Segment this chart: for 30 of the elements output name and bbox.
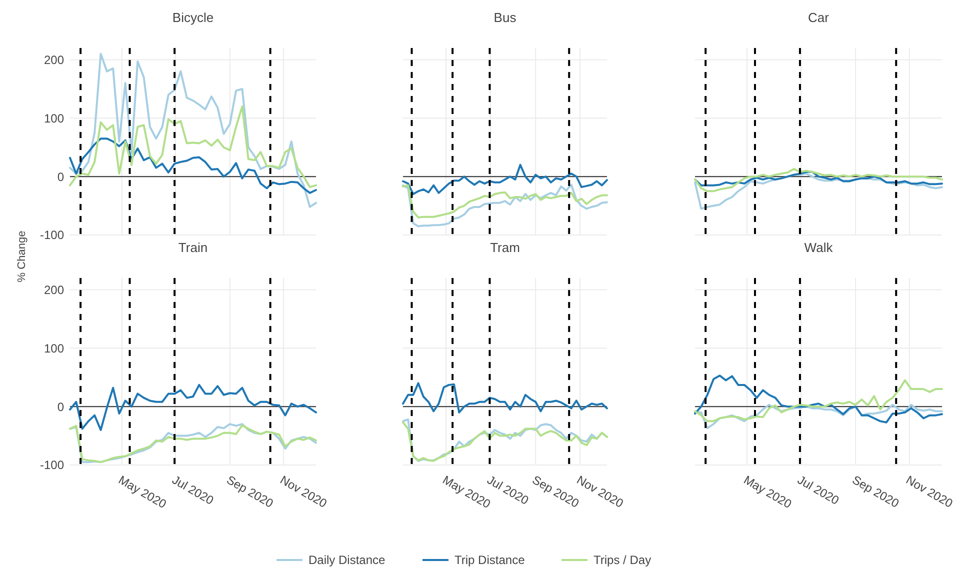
chart-title: Walk bbox=[804, 240, 834, 255]
y-tick-label: -100 bbox=[40, 228, 64, 242]
chart-title: Tram bbox=[490, 240, 520, 255]
y-tick-label: 100 bbox=[44, 341, 64, 356]
line-series bbox=[69, 138, 317, 194]
x-tick-label: Sep 2020 bbox=[850, 472, 902, 511]
legend-label: Daily Distance bbox=[308, 553, 386, 567]
x-tick-label: Nov 2020 bbox=[904, 472, 956, 511]
line-series bbox=[69, 52, 317, 208]
x-tick-label: Jul 2020 bbox=[795, 472, 842, 508]
x-tick-label: Sep 2020 bbox=[224, 472, 276, 511]
y-tick-label: 0 bbox=[57, 170, 64, 184]
chart-title: Car bbox=[808, 10, 830, 25]
chart-title: Bicycle bbox=[172, 10, 214, 25]
x-tick-label: Jul 2020 bbox=[170, 472, 216, 508]
y-axis-title: % Change bbox=[16, 230, 28, 282]
x-tick-label: Nov 2020 bbox=[278, 472, 330, 511]
y-tick-label: 100 bbox=[44, 111, 64, 126]
chart-title: Bus bbox=[494, 10, 517, 25]
chart-title: Train bbox=[178, 240, 208, 255]
line-series bbox=[69, 384, 317, 431]
x-tick-label: May 2020 bbox=[741, 472, 794, 512]
y-tick-label: 0 bbox=[57, 400, 64, 414]
legend-label: Trip Distance bbox=[454, 553, 526, 567]
line-series bbox=[69, 105, 317, 188]
x-tick-label: May 2020 bbox=[116, 472, 170, 512]
y-tick-label: -100 bbox=[40, 458, 64, 472]
y-tick-label: 200 bbox=[44, 282, 64, 297]
legend-label: Trips / Day bbox=[594, 553, 652, 567]
y-tick-label: 200 bbox=[44, 52, 64, 67]
